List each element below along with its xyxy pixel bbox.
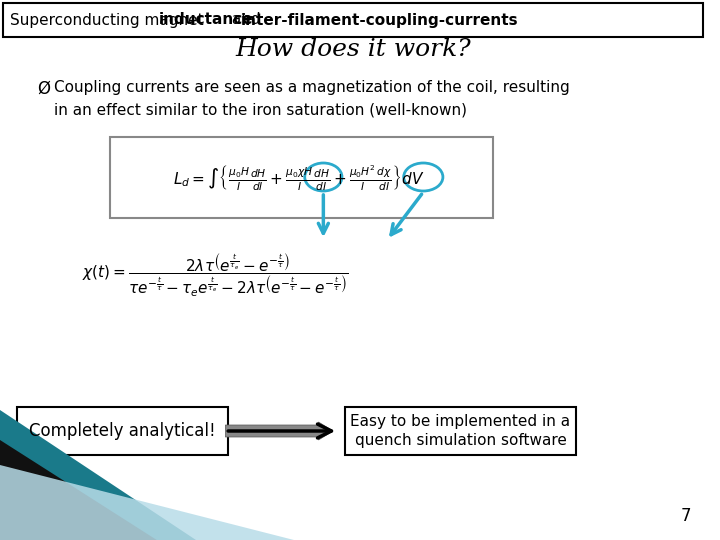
FancyBboxPatch shape [3,3,703,37]
Polygon shape [0,440,157,540]
Text: Easy to be implemented in a
quench simulation software: Easy to be implemented in a quench simul… [351,414,570,448]
Text: Ø: Ø [37,80,50,98]
Text: Superconducting magnet inductance and inter-filament-coupling-currents: Superconducting magnet inductance and in… [10,12,575,28]
Polygon shape [0,465,294,540]
Text: Superconducting magnet: Superconducting magnet [10,12,208,28]
Text: How does it work?: How does it work? [235,38,471,62]
Text: $\chi(t) = \dfrac{2\lambda\tau \left(e^{\frac{t}{\tau_e}} - e^{-\frac{t}{\tau}}\: $\chi(t) = \dfrac{2\lambda\tau \left(e^{… [82,251,348,299]
FancyBboxPatch shape [345,407,576,455]
Text: inter-filament-coupling-currents: inter-filament-coupling-currents [241,12,518,28]
FancyArrow shape [225,422,333,440]
Text: 7: 7 [680,507,690,525]
Text: $L_d = \int \left\{ \frac{\mu_0 H}{I}\frac{dH}{dI} + \frac{\mu_0 \chi H}{I}\frac: $L_d = \int \left\{ \frac{\mu_0 H}{I}\fr… [173,163,425,193]
Text: and: and [228,12,266,28]
Text: Coupling currents are seen as a magnetization of the coil, resulting
in an effec: Coupling currents are seen as a magnetiz… [54,80,570,117]
Text: inductance: inductance [158,12,253,28]
FancyBboxPatch shape [17,407,228,455]
Text: Completely analytical!: Completely analytical! [30,422,216,440]
Polygon shape [0,410,196,540]
FancyBboxPatch shape [109,137,493,218]
